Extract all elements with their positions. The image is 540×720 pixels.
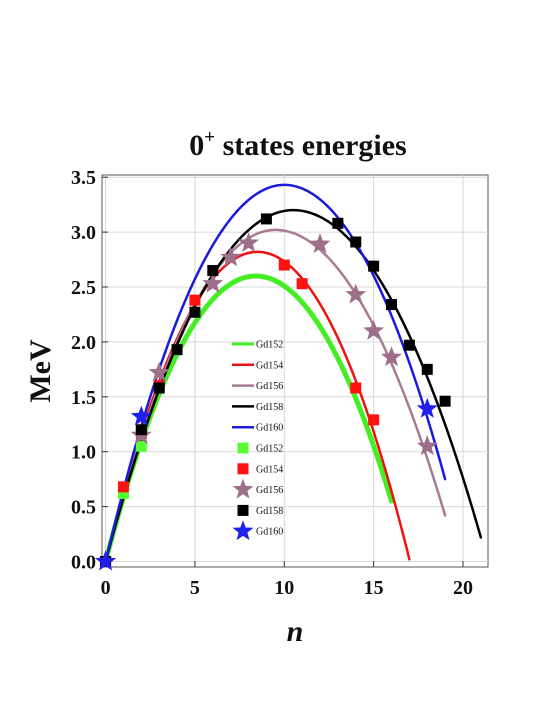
point-gd154 — [350, 382, 362, 394]
legend-label: Gd160 — [256, 527, 283, 538]
y-tick-label: 0.5 — [71, 497, 96, 519]
legend-label: Gd154 — [256, 464, 283, 475]
legend-label: Gd156 — [256, 485, 283, 496]
point-gd154 — [368, 414, 380, 426]
point-gd158 — [260, 213, 272, 225]
legend-label: Gd158 — [256, 506, 283, 517]
y-tick-label: 2.5 — [71, 277, 96, 299]
point-gd156 — [148, 361, 170, 382]
legend-label: Gd154 — [256, 360, 283, 371]
y-tick-label: 1.0 — [71, 442, 96, 464]
legend-label: Gd152 — [256, 340, 283, 351]
point-gd158 — [421, 363, 433, 375]
point-gd156 — [220, 246, 242, 267]
point-gd158 — [153, 382, 165, 394]
axis-ticks: 0 5 10 15 20 0.0 0.5 1.0 1.5 2.0 2.5 3.0 3.5 — [71, 167, 473, 599]
legend-label: Gd152 — [256, 444, 283, 455]
point-gd158 — [189, 306, 201, 318]
point-gd154 — [117, 481, 129, 493]
chart-title-rest: states energies — [215, 129, 407, 162]
point-gd154 — [296, 278, 308, 290]
point-gd158 — [332, 217, 344, 229]
point-gd156 — [309, 233, 331, 254]
point-gd158 — [135, 424, 147, 436]
y-tick-label: 3.0 — [71, 222, 96, 244]
legend-swatch — [237, 442, 249, 454]
legend: Gd152 Gd154 Gd156 Gd158 Gd160 Gd152 Gd154 Gd156… — [232, 340, 283, 541]
point-gd156 — [238, 232, 259, 252]
point-gd154 — [278, 259, 290, 271]
point-gd156 — [381, 346, 402, 367]
y-axis-label: MeV — [24, 339, 57, 403]
point-gd160 — [416, 397, 438, 418]
point-gd156 — [202, 272, 224, 293]
point-gd158 — [207, 265, 219, 277]
legend-swatch — [237, 504, 249, 516]
y-tick-label: 3.5 — [71, 167, 96, 189]
point-gd156 — [345, 283, 367, 304]
x-tick-label: 20 — [453, 577, 473, 599]
point-gd158 — [350, 236, 362, 248]
y-tick-label: 2.0 — [71, 332, 96, 354]
point-gd152 — [117, 487, 129, 499]
chart-title: 0+ states energies — [189, 127, 406, 162]
point-gd158 — [403, 339, 415, 351]
chart-title-sup: + — [204, 127, 215, 148]
point-gd158 — [368, 260, 380, 272]
chart-title-main: 0 — [189, 129, 204, 162]
point-gd160 — [95, 550, 117, 571]
legend-label: Gd156 — [256, 381, 283, 392]
point-gd158 — [171, 344, 183, 356]
legend-label: Gd158 — [256, 402, 283, 413]
legend-swatch — [237, 463, 249, 475]
y-tick-label: 0.0 — [71, 552, 96, 574]
curve-gd158 — [104, 208, 483, 563]
point-gd160 — [130, 405, 152, 426]
legend-label: Gd160 — [256, 423, 283, 434]
point-gd158 — [439, 395, 451, 407]
x-tick-label: 5 — [190, 577, 200, 599]
data-points — [95, 213, 451, 571]
x-tick-label: 10 — [274, 577, 294, 599]
x-axis-label: n — [287, 615, 304, 648]
point-gd154 — [189, 294, 201, 306]
point-gd156 — [363, 319, 385, 340]
point-gd156 — [416, 435, 438, 456]
point-gd158 — [386, 299, 397, 311]
point-gd152 — [135, 440, 147, 452]
legend-swatch — [232, 478, 254, 499]
grid — [102, 175, 488, 567]
legend-swatch — [232, 520, 254, 541]
y-tick-label: 1.5 — [71, 387, 96, 409]
x-tick-label: 15 — [364, 577, 384, 599]
x-tick-label: 0 — [101, 577, 111, 599]
